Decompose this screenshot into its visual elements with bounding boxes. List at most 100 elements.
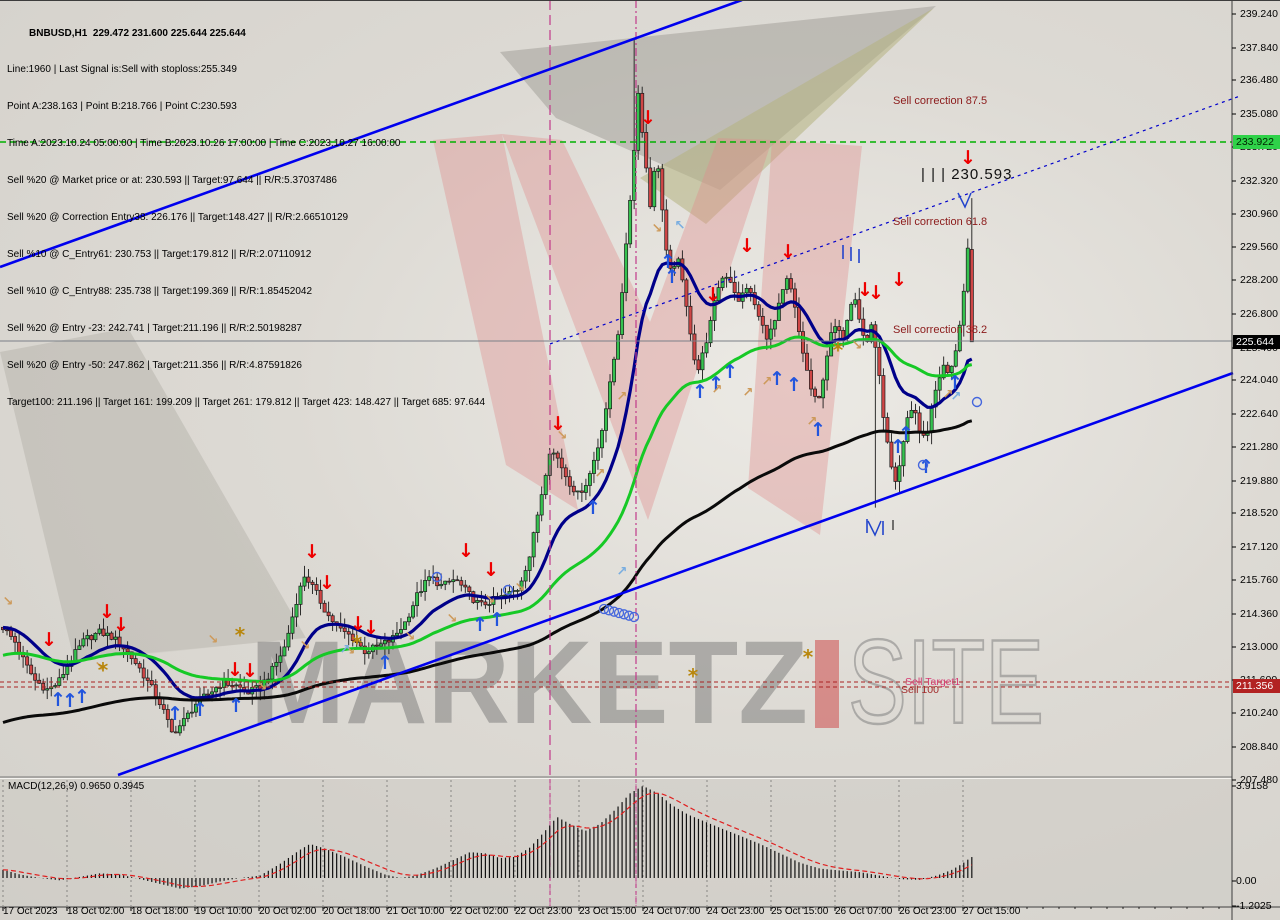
correction-arrow-icon: ↘ (3, 595, 14, 610)
signal-circle-icon (431, 571, 443, 583)
cross-star-icon: * (352, 631, 363, 655)
sell-arrow-icon: ↓ (705, 284, 721, 306)
watermark-accent-bar (815, 640, 839, 728)
buy-arrow-icon: ↑ (660, 251, 676, 273)
correction-arrow-icon: ↗ (762, 375, 773, 390)
buy-arrow-icon: ↑ (585, 497, 601, 519)
circle-chain-icon (618, 609, 630, 620)
sell-arrow-icon: ↓ (41, 629, 57, 651)
sell-arrow-icon: ↓ (550, 413, 566, 435)
circle-chain-icon (608, 606, 620, 617)
retrace-arrow-icon: ↗ (617, 565, 628, 580)
correction-arrow-icon: ↗ (743, 386, 754, 401)
watermark-text-main: MARKETZ (250, 617, 808, 749)
cross-star-icon: * (235, 623, 246, 647)
sell-arrow-icon: ↓ (304, 541, 320, 563)
correction-arrow-icon: ↘ (300, 639, 311, 654)
buy-arrow-icon: ↑ (377, 652, 393, 674)
correction-arrow-icon: ↘ (257, 680, 268, 695)
circle-chain-icon (598, 603, 610, 615)
signal-markers: ↓↓↓↓ ↓↓↓↓↓↓↓↓↓↓↓ ↓↓↓↓↓↑↑↑↑ ↑ ↑↑↑ ↑↑↑↑↑ ↑↑ ↑ ↑↑↑↑… (3, 107, 983, 725)
buy-arrow-icon: ↑ (74, 686, 90, 708)
buy-arrow-icon: ↑ (489, 609, 505, 631)
trendline-channel-lower[interactable] (117, 371, 1234, 777)
ma-line-slow-ema (2, 419, 973, 724)
buy-arrow-icon: ↑ (228, 695, 244, 717)
correction-arrow-icon: ↘ (852, 339, 863, 354)
correction-arrow-icon: ↗ (595, 467, 606, 482)
sell-arrow-icon: ↓ (319, 572, 335, 594)
trendline-channel-upper[interactable] (0, 0, 743, 269)
sell-arrow-icon: ↓ (857, 279, 873, 301)
macd-pane (0, 779, 1232, 906)
buy-arrow-icon: ↑ (192, 699, 208, 721)
correction-arrow-icon: ↘ (95, 660, 106, 675)
sell-arrow-icon: ↓ (350, 613, 366, 635)
retrace-arrow-icon: ↗ (340, 643, 351, 658)
buy-arrow-icon: ↑ (810, 419, 826, 441)
buy-arrow-icon: ↑ (50, 689, 66, 711)
watermark-shape (502, 134, 772, 520)
correction-arrow-icon: ↘ (208, 633, 219, 648)
horizontal-levels (0, 0, 1232, 906)
sell-arrow-icon: ↓ (868, 282, 884, 304)
check-mark-icon (957, 192, 972, 209)
check-mark-icon (867, 520, 882, 537)
sell-arrow-icon: ↓ (227, 659, 243, 681)
buy-arrow-icon: ↑ (167, 703, 183, 725)
buy-arrow-icon: ↑ (62, 690, 78, 712)
correction-arrow-icon: ↘ (345, 644, 356, 659)
retrace-arrow-icon: ↖ (675, 219, 686, 234)
buy-arrow-icon: ↑ (472, 614, 488, 636)
buy-arrow-icon: ↑ (708, 373, 724, 395)
trendline-correction-dotted[interactable] (549, 95, 1241, 345)
watermark-shape (28, 395, 300, 657)
buy-arrow-icon: ↑ (898, 423, 914, 445)
signal-circle-icon (971, 396, 983, 408)
correction-arrow-icon: ↘ (652, 222, 663, 237)
signal-circle-icon (917, 459, 929, 471)
cross-star-icon: * (98, 658, 109, 682)
correction-arrow-icon: ↘ (405, 630, 416, 645)
sell-arrow-icon: ↓ (99, 601, 115, 623)
cross-star-icon: * (803, 645, 814, 669)
buy-arrow-icon: ↑ (722, 361, 738, 383)
ma-line-fast-ema (2, 261, 973, 700)
correction-arrow-icon: ↗ (617, 390, 628, 405)
sell-arrow-icon: ↓ (458, 540, 474, 562)
cross-star-icon: * (688, 664, 699, 688)
correction-arrow-icon: ↗ (807, 415, 818, 430)
buy-arrow-icon: ↑ (890, 436, 906, 458)
ma-line-mid-ema (2, 335, 973, 684)
watermark-shape (433, 134, 578, 510)
moving-averages (2, 261, 973, 724)
correction-arrow-icon: ↘ (557, 429, 568, 444)
sell-arrow-icon: ↓ (363, 617, 379, 639)
watermark-shape (500, 6, 936, 190)
watermark-graphics: MARKETZ SITE (0, 6, 1045, 750)
correction-arrow-icon: ↘ (485, 593, 496, 608)
watermark-shape (640, 8, 934, 224)
sell-arrow-icon: ↓ (483, 559, 499, 581)
buy-arrow-icon: ↑ (786, 374, 802, 396)
buy-arrow-icon: ↑ (664, 266, 680, 288)
buy-arrow-icon: ↑ (692, 381, 708, 403)
sell-arrow-icon: ↓ (113, 614, 129, 636)
correction-arrow-icon: ↘ (515, 581, 526, 596)
sell-arrow-icon: ↓ (960, 147, 976, 169)
circle-chain-icon (603, 605, 615, 616)
sell-arrow-icon: ↓ (780, 241, 796, 263)
watermark-shape (0, 328, 306, 660)
buy-arrow-icon: ↑ (769, 368, 785, 390)
macd-signal-line (2, 792, 973, 888)
sell-arrow-icon: ↓ (640, 107, 656, 129)
correction-arrow-icon: ↗ (712, 383, 723, 398)
circle-chain-icon (623, 610, 635, 621)
sell-arrow-icon: ↓ (242, 660, 258, 682)
trend-lines (0, 0, 1241, 777)
sell-arrow-icon: ↓ (739, 235, 755, 257)
sell-arrow-icon: ↓ (891, 269, 907, 291)
